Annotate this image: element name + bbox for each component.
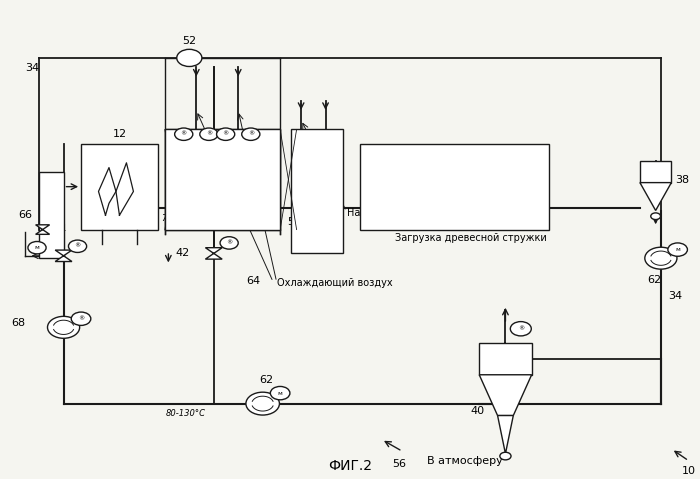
Text: 58: 58: [287, 217, 301, 227]
Circle shape: [220, 237, 238, 249]
FancyBboxPatch shape: [165, 129, 280, 229]
FancyBboxPatch shape: [81, 144, 158, 229]
Text: Наружный горячий газ: Наружный горячий газ: [346, 208, 466, 218]
Text: м: м: [278, 391, 283, 396]
Text: 34: 34: [668, 291, 682, 301]
Text: 64: 64: [246, 275, 260, 285]
Circle shape: [651, 213, 661, 219]
Text: ®: ®: [74, 244, 81, 249]
FancyBboxPatch shape: [39, 172, 64, 258]
Circle shape: [645, 247, 677, 269]
Circle shape: [28, 241, 46, 254]
Circle shape: [246, 392, 279, 415]
Text: 10: 10: [682, 466, 696, 476]
Text: м: м: [676, 247, 680, 252]
Text: ®: ®: [181, 132, 187, 137]
FancyBboxPatch shape: [480, 343, 531, 375]
Text: 40: 40: [470, 406, 484, 416]
Text: 720-920°С: 720-920°С: [162, 214, 206, 223]
Polygon shape: [480, 375, 531, 416]
Circle shape: [71, 312, 91, 325]
Text: 34: 34: [25, 63, 39, 73]
Text: ®: ®: [206, 132, 212, 137]
Text: - 16 -: - 16 -: [438, 180, 471, 193]
Circle shape: [216, 128, 235, 140]
Circle shape: [176, 49, 202, 67]
Text: 80-130°С: 80-130°С: [166, 410, 206, 418]
Text: 12: 12: [113, 129, 127, 139]
Polygon shape: [36, 225, 50, 234]
Text: 380-480°С: 380-480°С: [298, 214, 343, 223]
Bar: [165, 129, 280, 229]
Text: Загрузка древесной стружки: Загрузка древесной стружки: [395, 233, 547, 243]
Text: ®: ®: [223, 132, 229, 137]
Circle shape: [500, 452, 511, 460]
Circle shape: [510, 321, 531, 336]
FancyBboxPatch shape: [360, 144, 549, 229]
Polygon shape: [640, 182, 671, 210]
Polygon shape: [55, 250, 72, 262]
Circle shape: [199, 128, 218, 140]
FancyBboxPatch shape: [640, 161, 671, 182]
Polygon shape: [498, 416, 513, 454]
Text: 62: 62: [259, 375, 273, 385]
Text: ®: ®: [248, 132, 254, 137]
Text: 20: 20: [309, 185, 325, 198]
FancyBboxPatch shape: [290, 129, 343, 253]
Text: 52: 52: [182, 36, 197, 46]
Text: В атмосферу: В атмосферу: [428, 456, 503, 466]
Text: ®: ®: [518, 326, 524, 331]
Text: Охлаждающий воздух: Охлаждающий воздух: [276, 278, 392, 288]
Circle shape: [270, 387, 290, 400]
Text: 68: 68: [11, 318, 25, 328]
Text: 56: 56: [392, 459, 406, 469]
Circle shape: [174, 128, 193, 140]
Circle shape: [69, 240, 87, 252]
Text: м: м: [34, 245, 39, 250]
Text: 66: 66: [18, 210, 32, 220]
Text: 62: 62: [647, 275, 661, 285]
FancyBboxPatch shape: [165, 129, 280, 229]
Circle shape: [241, 128, 260, 140]
Text: ®: ®: [78, 316, 84, 321]
Circle shape: [48, 316, 80, 338]
Circle shape: [668, 243, 687, 256]
Polygon shape: [205, 248, 222, 259]
Text: 14: 14: [53, 225, 67, 235]
Text: ®: ®: [226, 240, 232, 245]
Text: 38: 38: [675, 174, 689, 184]
Text: 42: 42: [175, 249, 190, 258]
Text: ФИГ.2: ФИГ.2: [328, 459, 372, 473]
